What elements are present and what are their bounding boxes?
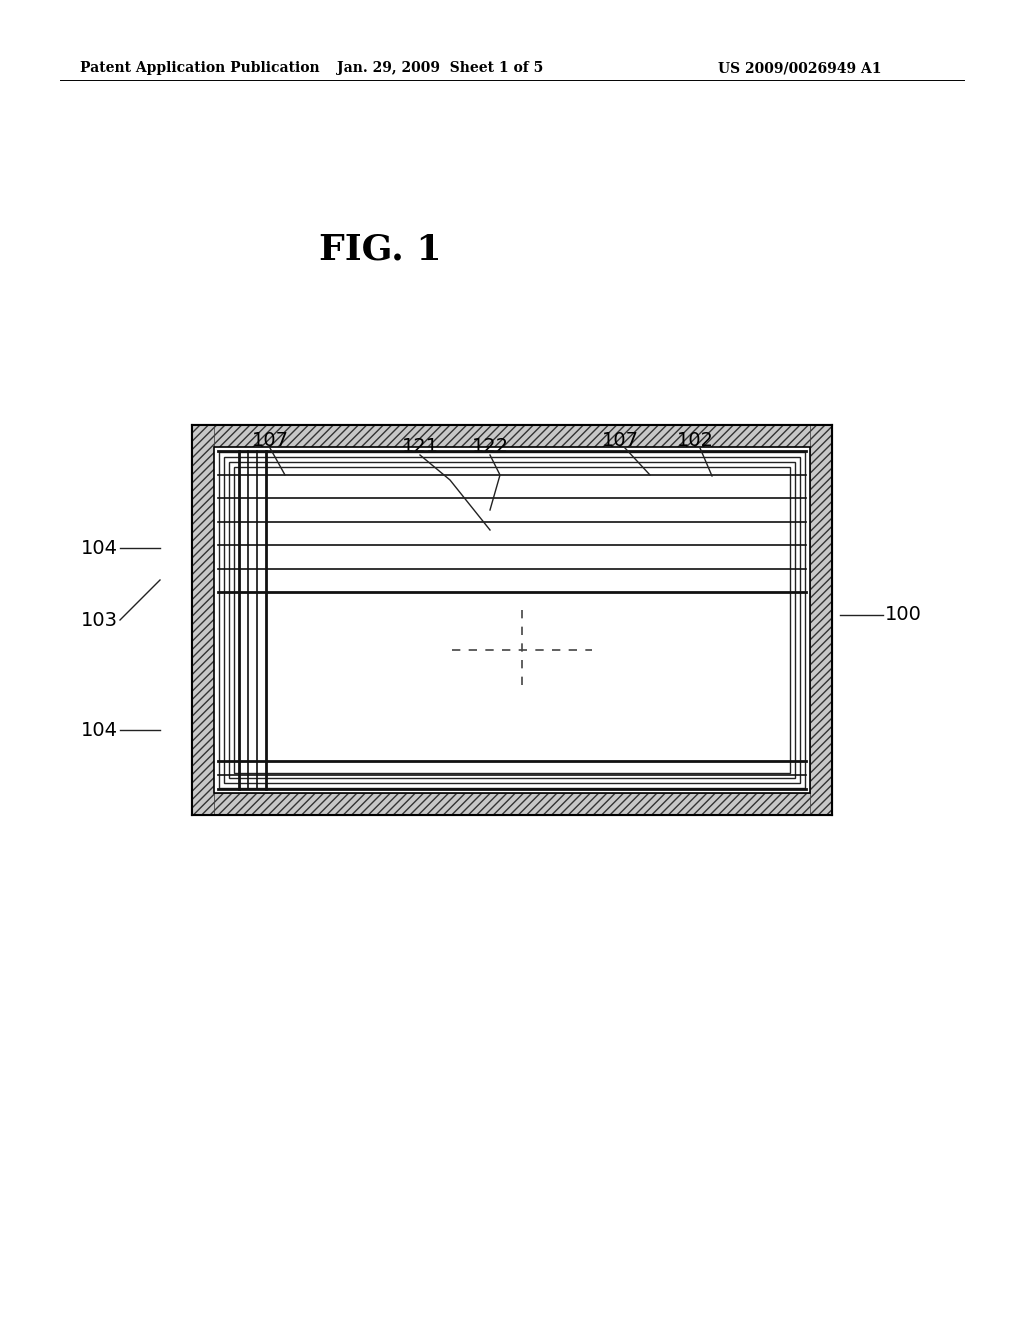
Text: 107: 107 xyxy=(252,430,289,450)
Bar xyxy=(219,451,805,788)
Text: 121: 121 xyxy=(401,437,438,457)
Bar xyxy=(193,425,831,447)
Text: 103: 103 xyxy=(81,610,118,630)
Text: 122: 122 xyxy=(471,437,509,457)
Text: US 2009/0026949 A1: US 2009/0026949 A1 xyxy=(718,61,882,75)
Text: 104: 104 xyxy=(81,721,118,739)
Text: Patent Application Publication: Patent Application Publication xyxy=(80,61,319,75)
Bar xyxy=(810,425,831,814)
Bar xyxy=(193,425,214,814)
Bar xyxy=(193,793,831,814)
Bar xyxy=(214,447,810,793)
Text: 107: 107 xyxy=(601,430,639,450)
Text: Jan. 29, 2009  Sheet 1 of 5: Jan. 29, 2009 Sheet 1 of 5 xyxy=(337,61,543,75)
Bar xyxy=(234,467,790,774)
Text: 102: 102 xyxy=(677,430,714,450)
Text: FIG. 1: FIG. 1 xyxy=(318,234,441,267)
Bar xyxy=(229,462,795,777)
Bar xyxy=(224,457,800,783)
Text: 104: 104 xyxy=(81,539,118,557)
Bar xyxy=(193,425,831,814)
Text: 100: 100 xyxy=(885,606,922,624)
